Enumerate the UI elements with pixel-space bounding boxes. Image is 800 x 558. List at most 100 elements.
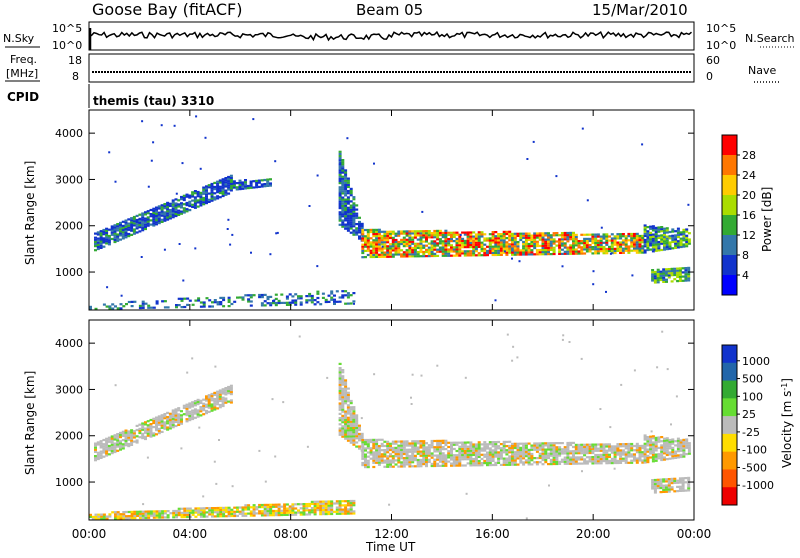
data-cell <box>511 453 514 456</box>
data-cell <box>108 307 112 310</box>
data-cell <box>255 179 259 182</box>
data-cell <box>338 202 342 205</box>
data-cell <box>494 449 498 452</box>
data-cell <box>252 512 256 515</box>
data-cell <box>141 514 145 517</box>
data-cell <box>136 512 140 515</box>
data-cell <box>180 414 183 417</box>
data-cell <box>366 243 370 246</box>
data-cell <box>488 459 492 462</box>
data-cell <box>207 198 211 201</box>
data-cell <box>572 462 575 465</box>
data-cell <box>411 448 415 451</box>
data-cell <box>422 253 426 256</box>
data-cell <box>107 447 111 450</box>
data-cell <box>349 225 353 228</box>
data-cell <box>308 509 312 512</box>
data-cell <box>621 451 625 454</box>
data-cell <box>113 232 117 235</box>
data-cell <box>524 459 528 462</box>
data-cell <box>502 245 506 248</box>
data-cell <box>405 461 409 464</box>
data-cell <box>244 514 248 517</box>
data-cell <box>657 440 661 443</box>
data-cell <box>205 405 208 408</box>
data-cell <box>419 250 423 254</box>
date-title: 15/Mar/2010 <box>592 1 688 19</box>
data-cell <box>141 516 145 519</box>
data-cell <box>183 297 187 300</box>
data-cell <box>389 442 392 445</box>
data-cell <box>436 456 440 459</box>
data-cell <box>274 511 278 515</box>
data-cell <box>682 245 686 248</box>
data-cell <box>685 236 689 239</box>
data-cell <box>656 268 660 271</box>
data-cell <box>599 243 603 246</box>
data-cell <box>297 503 300 506</box>
data-cell <box>99 442 103 445</box>
data-cell <box>497 233 501 236</box>
data-cell <box>202 515 206 518</box>
data-cell <box>474 237 478 240</box>
data-cell <box>152 514 156 517</box>
data-cell <box>491 443 495 446</box>
x-tick-label: 16:00 <box>475 527 510 541</box>
data-cell <box>516 463 520 466</box>
data-cell <box>352 416 356 419</box>
data-cell <box>302 503 306 506</box>
data-cell <box>469 252 473 255</box>
data-cell <box>522 249 526 252</box>
data-cell <box>227 188 231 191</box>
data-cell <box>444 448 448 451</box>
data-cell <box>163 415 167 418</box>
data-cell <box>588 449 592 452</box>
data-cell <box>188 511 192 514</box>
data-cell <box>494 241 498 244</box>
data-cell <box>558 252 562 255</box>
scatter-cell <box>592 270 595 273</box>
data-cell <box>605 235 609 238</box>
data-cell <box>197 509 201 512</box>
data-cell <box>193 200 197 203</box>
data-cell <box>135 441 139 444</box>
data-cell <box>338 392 342 395</box>
data-cell <box>116 435 120 438</box>
data-cell <box>338 371 342 374</box>
data-cell <box>99 446 103 449</box>
data-cell <box>288 509 292 512</box>
data-cell <box>447 233 451 236</box>
data-cell <box>667 272 671 275</box>
data-cell <box>394 247 398 250</box>
data-cell <box>344 416 348 419</box>
data-cell <box>472 449 476 452</box>
data-cell <box>580 252 584 255</box>
data-cell <box>193 196 197 199</box>
x-axis: 00:00 04:00 08:00 12:00 16:00 20:00 00:00 <box>72 110 711 541</box>
scatter-cell <box>202 495 205 498</box>
data-cell <box>502 451 506 454</box>
data-cell <box>408 465 412 468</box>
data-cell <box>427 454 431 457</box>
data-cell <box>141 426 145 429</box>
data-cell <box>199 513 203 516</box>
data-cell <box>494 441 498 444</box>
data-cell <box>227 385 231 389</box>
data-cell <box>166 514 170 517</box>
data-cell <box>413 440 417 443</box>
data-cell <box>319 500 323 503</box>
data-cell <box>255 508 259 511</box>
data-cell <box>319 504 323 507</box>
scatter-cell <box>252 118 255 121</box>
data-cell <box>527 236 531 239</box>
data-cell <box>643 226 647 229</box>
data-cell <box>502 449 506 452</box>
data-cell <box>386 465 390 468</box>
data-cell <box>324 300 328 304</box>
data-cell <box>494 245 498 248</box>
data-cell <box>114 515 117 518</box>
scatter-cell <box>231 485 234 488</box>
data-cell <box>455 449 459 453</box>
data-cell <box>216 180 220 183</box>
data-cell <box>335 510 339 513</box>
